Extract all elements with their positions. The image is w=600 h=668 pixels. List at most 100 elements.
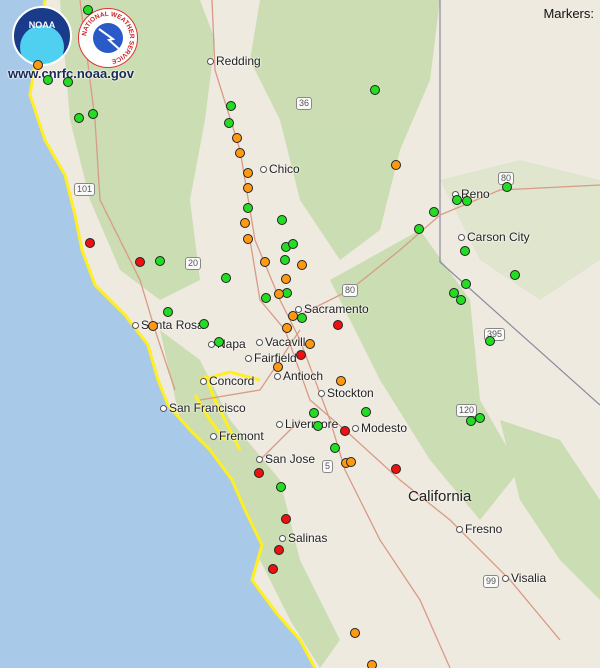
gauge-marker-green[interactable] bbox=[462, 196, 472, 206]
gauge-marker-orange[interactable] bbox=[367, 660, 377, 668]
highway-shield: 101 bbox=[74, 183, 96, 196]
gauge-marker-green[interactable] bbox=[88, 109, 98, 119]
gauge-marker-green[interactable] bbox=[224, 118, 234, 128]
gauge-marker-green[interactable] bbox=[43, 75, 53, 85]
gauge-marker-green[interactable] bbox=[502, 182, 512, 192]
highway-shield: 99 bbox=[483, 575, 500, 588]
gauge-marker-green[interactable] bbox=[460, 246, 470, 256]
gauge-marker-green[interactable] bbox=[456, 295, 466, 305]
highway-shield: 36 bbox=[296, 97, 313, 110]
city-label: Visalia bbox=[502, 571, 546, 585]
gauge-marker-orange[interactable] bbox=[243, 234, 253, 244]
gauge-marker-green[interactable] bbox=[214, 337, 224, 347]
gauge-marker-orange[interactable] bbox=[391, 160, 401, 170]
city-label: Chico bbox=[260, 162, 300, 176]
gauge-marker-red[interactable] bbox=[268, 564, 278, 574]
city-label: Salinas bbox=[279, 531, 327, 545]
coastline bbox=[28, 0, 317, 668]
gauge-marker-green[interactable] bbox=[510, 270, 520, 280]
gauge-marker-orange[interactable] bbox=[305, 339, 315, 349]
gauge-marker-red[interactable] bbox=[254, 468, 264, 478]
highway-shield: 120 bbox=[456, 404, 478, 417]
gauge-marker-green[interactable] bbox=[155, 256, 165, 266]
gauge-marker-green[interactable] bbox=[330, 443, 340, 453]
gauge-marker-orange[interactable] bbox=[240, 218, 250, 228]
gauge-marker-red[interactable] bbox=[296, 350, 306, 360]
state-label: California bbox=[408, 488, 472, 505]
gauge-marker-green[interactable] bbox=[83, 5, 93, 15]
gauge-marker-green[interactable] bbox=[452, 195, 462, 205]
gauge-marker-green[interactable] bbox=[280, 255, 290, 265]
gauge-marker-green[interactable] bbox=[414, 224, 424, 234]
city-label: Vacaville bbox=[256, 335, 312, 349]
markers-label: Markers: bbox=[543, 6, 594, 21]
gauge-marker-green[interactable] bbox=[199, 319, 209, 329]
gauge-marker-green[interactable] bbox=[63, 77, 73, 87]
gauge-marker-green[interactable] bbox=[370, 85, 380, 95]
gauge-marker-green[interactable] bbox=[297, 313, 307, 323]
city-label: Fresno bbox=[456, 522, 502, 536]
gauge-marker-green[interactable] bbox=[74, 113, 84, 123]
gauge-marker-green[interactable] bbox=[288, 239, 298, 249]
gauge-marker-green[interactable] bbox=[276, 482, 286, 492]
gauge-marker-green[interactable] bbox=[313, 421, 323, 431]
gauge-marker-red[interactable] bbox=[333, 320, 343, 330]
gauge-marker-red[interactable] bbox=[135, 257, 145, 267]
gauge-marker-green[interactable] bbox=[475, 413, 485, 423]
gauge-marker-green[interactable] bbox=[261, 293, 271, 303]
gauge-marker-orange[interactable] bbox=[243, 168, 253, 178]
nws-logo-graphic: NATIONAL WEATHER SERVICE bbox=[81, 11, 135, 65]
noaa-logo-text: NOAA bbox=[28, 20, 56, 30]
highway-shield: 5 bbox=[322, 460, 334, 473]
city-label: Redding bbox=[207, 54, 261, 68]
gauge-marker-orange[interactable] bbox=[273, 362, 283, 372]
gauge-marker-green[interactable] bbox=[461, 279, 471, 289]
gauge-marker-orange[interactable] bbox=[297, 260, 307, 270]
city-label: Napa bbox=[208, 337, 246, 351]
city-label: Carson City bbox=[458, 230, 530, 244]
city-label: San Jose bbox=[256, 452, 315, 466]
gauge-marker-orange[interactable] bbox=[346, 457, 356, 467]
gauge-marker-orange[interactable] bbox=[281, 274, 291, 284]
city-label: Sacramento bbox=[295, 302, 369, 316]
city-label: Fremont bbox=[210, 429, 264, 443]
gauge-marker-green[interactable] bbox=[485, 336, 495, 346]
gauge-marker-orange[interactable] bbox=[336, 376, 346, 386]
gauge-marker-green[interactable] bbox=[361, 407, 371, 417]
gauge-marker-orange[interactable] bbox=[282, 323, 292, 333]
gauge-marker-orange[interactable] bbox=[148, 321, 158, 331]
gauge-marker-orange[interactable] bbox=[235, 148, 245, 158]
city-label: Concord bbox=[200, 374, 254, 388]
gauge-marker-orange[interactable] bbox=[243, 183, 253, 193]
nws-logo[interactable]: NATIONAL WEATHER SERVICE bbox=[78, 8, 138, 68]
city-label: Stockton bbox=[318, 386, 374, 400]
gauge-marker-orange[interactable] bbox=[260, 257, 270, 267]
gauge-marker-orange[interactable] bbox=[33, 60, 43, 70]
gauge-marker-green[interactable] bbox=[226, 101, 236, 111]
gauge-marker-orange[interactable] bbox=[350, 628, 360, 638]
gauge-marker-red[interactable] bbox=[274, 545, 284, 555]
noaa-logo[interactable]: NOAA bbox=[12, 6, 72, 66]
gauge-marker-green[interactable] bbox=[309, 408, 319, 418]
highway-shield: 20 bbox=[185, 257, 202, 270]
gauge-marker-red[interactable] bbox=[85, 238, 95, 248]
ocean bbox=[0, 0, 315, 668]
city-label: Fairfield bbox=[245, 351, 297, 365]
state-border bbox=[439, 0, 600, 406]
gauge-marker-green[interactable] bbox=[466, 416, 476, 426]
gauge-marker-green[interactable] bbox=[277, 215, 287, 225]
gauge-marker-red[interactable] bbox=[281, 514, 291, 524]
gauge-marker-green[interactable] bbox=[221, 273, 231, 283]
gauge-marker-orange[interactable] bbox=[232, 133, 242, 143]
gauge-marker-green[interactable] bbox=[243, 203, 253, 213]
gauge-marker-orange[interactable] bbox=[274, 289, 284, 299]
gauge-marker-red[interactable] bbox=[391, 464, 401, 474]
gauge-marker-red[interactable] bbox=[340, 426, 350, 436]
gauge-marker-orange[interactable] bbox=[288, 311, 298, 321]
gauge-marker-green[interactable] bbox=[429, 207, 439, 217]
city-label: Antioch bbox=[274, 369, 323, 383]
gauge-marker-green[interactable] bbox=[163, 307, 173, 317]
gauge-marker-green[interactable] bbox=[449, 288, 459, 298]
